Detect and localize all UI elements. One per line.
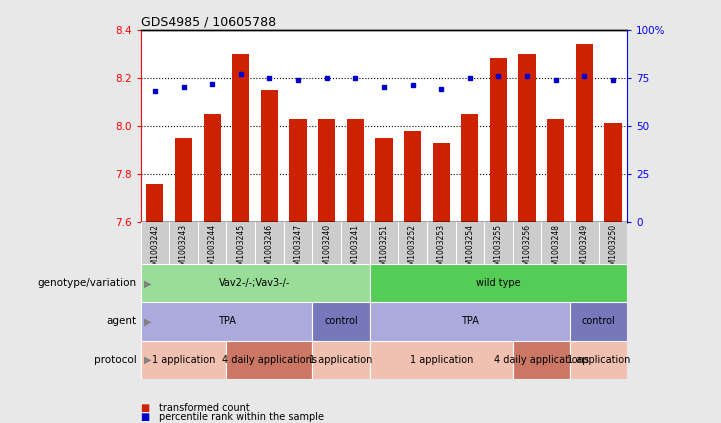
Bar bbox=[513, 341, 570, 379]
Text: 1 application: 1 application bbox=[410, 354, 473, 365]
Bar bbox=[370, 302, 570, 341]
Bar bbox=[604, 124, 622, 222]
Text: GSM1003251: GSM1003251 bbox=[379, 224, 389, 275]
Bar bbox=[203, 114, 221, 222]
Text: 1 application: 1 application bbox=[567, 354, 630, 365]
Text: GSM1003241: GSM1003241 bbox=[351, 224, 360, 275]
Text: GSM1003247: GSM1003247 bbox=[293, 224, 303, 275]
Bar bbox=[141, 264, 370, 302]
Bar bbox=[318, 118, 335, 222]
Bar bbox=[146, 184, 164, 222]
Text: control: control bbox=[582, 316, 616, 327]
Text: GSM1003245: GSM1003245 bbox=[236, 224, 245, 275]
Text: GSM1003256: GSM1003256 bbox=[523, 224, 531, 275]
Bar bbox=[376, 138, 392, 222]
Text: GSM1003253: GSM1003253 bbox=[437, 224, 446, 275]
Text: Vav2-/-;Vav3-/-: Vav2-/-;Vav3-/- bbox=[219, 278, 291, 288]
Text: 1 application: 1 application bbox=[309, 354, 373, 365]
Text: agent: agent bbox=[107, 316, 137, 327]
Text: TPA: TPA bbox=[461, 316, 479, 327]
Text: ▶: ▶ bbox=[144, 316, 151, 327]
Text: GSM1003246: GSM1003246 bbox=[265, 224, 274, 275]
Bar bbox=[141, 302, 312, 341]
Text: GSM1003250: GSM1003250 bbox=[609, 224, 617, 275]
Text: control: control bbox=[324, 316, 358, 327]
Text: GSM1003249: GSM1003249 bbox=[580, 224, 589, 275]
Text: TPA: TPA bbox=[218, 316, 236, 327]
Bar bbox=[312, 341, 370, 379]
Bar bbox=[141, 341, 226, 379]
Text: transformed count: transformed count bbox=[159, 403, 249, 413]
Text: wild type: wild type bbox=[476, 278, 521, 288]
Bar bbox=[226, 341, 312, 379]
Bar bbox=[312, 302, 370, 341]
Bar bbox=[433, 143, 450, 222]
Text: 1 application: 1 application bbox=[152, 354, 216, 365]
Text: 4 daily applications: 4 daily applications bbox=[494, 354, 589, 365]
Text: ▶: ▶ bbox=[144, 278, 151, 288]
Text: GSM1003248: GSM1003248 bbox=[551, 224, 560, 275]
Bar bbox=[289, 118, 306, 222]
Text: GSM1003243: GSM1003243 bbox=[179, 224, 188, 275]
Text: GSM1003240: GSM1003240 bbox=[322, 224, 331, 275]
Text: GDS4985 / 10605788: GDS4985 / 10605788 bbox=[141, 16, 275, 28]
Text: GSM1003255: GSM1003255 bbox=[494, 224, 503, 275]
Text: protocol: protocol bbox=[94, 354, 137, 365]
Bar bbox=[570, 341, 627, 379]
Bar bbox=[518, 54, 536, 222]
Text: ▶: ▶ bbox=[144, 354, 151, 365]
Bar bbox=[570, 302, 627, 341]
Text: ■: ■ bbox=[141, 412, 150, 422]
Bar bbox=[547, 118, 565, 222]
Text: ■: ■ bbox=[141, 403, 150, 413]
Bar bbox=[175, 138, 192, 222]
Bar bbox=[461, 114, 479, 222]
Text: percentile rank within the sample: percentile rank within the sample bbox=[159, 412, 324, 422]
Text: GSM1003244: GSM1003244 bbox=[208, 224, 217, 275]
Text: GSM1003242: GSM1003242 bbox=[151, 224, 159, 275]
Bar bbox=[232, 54, 249, 222]
Text: 4 daily applications: 4 daily applications bbox=[222, 354, 317, 365]
Bar bbox=[404, 131, 421, 222]
Bar bbox=[370, 264, 627, 302]
Text: genotype/variation: genotype/variation bbox=[38, 278, 137, 288]
Text: GSM1003252: GSM1003252 bbox=[408, 224, 417, 275]
Bar bbox=[370, 341, 513, 379]
Text: GSM1003254: GSM1003254 bbox=[465, 224, 474, 275]
Bar bbox=[347, 118, 364, 222]
Bar bbox=[490, 58, 507, 222]
Bar bbox=[261, 90, 278, 222]
Bar bbox=[576, 44, 593, 222]
